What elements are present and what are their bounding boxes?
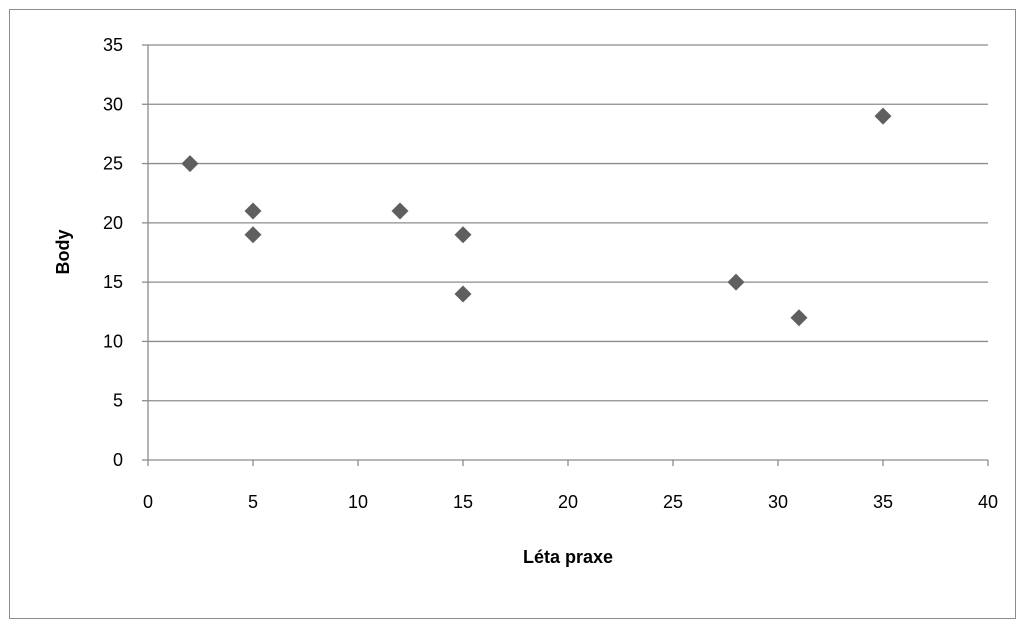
y-tick-label: 0 (113, 450, 123, 470)
data-point-6 (728, 274, 745, 291)
y-tick-label: 10 (103, 331, 123, 351)
scatter-chart: 0 5 10 15 20 25 30 35 0 5 10 15 20 25 30 35 40 Léta prax… (0, 0, 1019, 594)
x-tick-label: 40 (978, 492, 998, 512)
x-tick-label: 20 (558, 492, 578, 512)
data-point-2 (245, 226, 262, 243)
x-tick-label: 35 (873, 492, 893, 512)
x-tick-label: 0 (143, 492, 153, 512)
data-point-1 (245, 203, 262, 220)
y-tick-label: 30 (103, 94, 123, 114)
tick-labels: 0 5 10 15 20 25 30 35 0 5 10 15 20 25 30 35 40 (103, 35, 998, 512)
x-tick-label: 25 (663, 492, 683, 512)
y-tick-label: 15 (103, 272, 123, 292)
x-tick-label: 15 (453, 492, 473, 512)
y-tick-label: 25 (103, 154, 123, 174)
x-tick-label: 30 (768, 492, 788, 512)
y-tick-label: 35 (103, 35, 123, 55)
data-point-3 (392, 203, 409, 220)
y-axis-title: Body (53, 230, 73, 275)
x-tick-label: 5 (248, 492, 258, 512)
gridlines (148, 45, 988, 401)
data-points (182, 108, 892, 327)
y-tick-label: 20 (103, 213, 123, 233)
x-tick-label: 10 (348, 492, 368, 512)
data-point-0 (182, 155, 199, 172)
y-tick-label: 5 (113, 391, 123, 411)
axes (142, 45, 988, 466)
data-point-8 (875, 108, 892, 125)
data-point-5 (455, 286, 472, 303)
x-axis-title: Léta praxe (523, 547, 613, 567)
data-point-4 (455, 226, 472, 243)
data-point-7 (791, 309, 808, 326)
